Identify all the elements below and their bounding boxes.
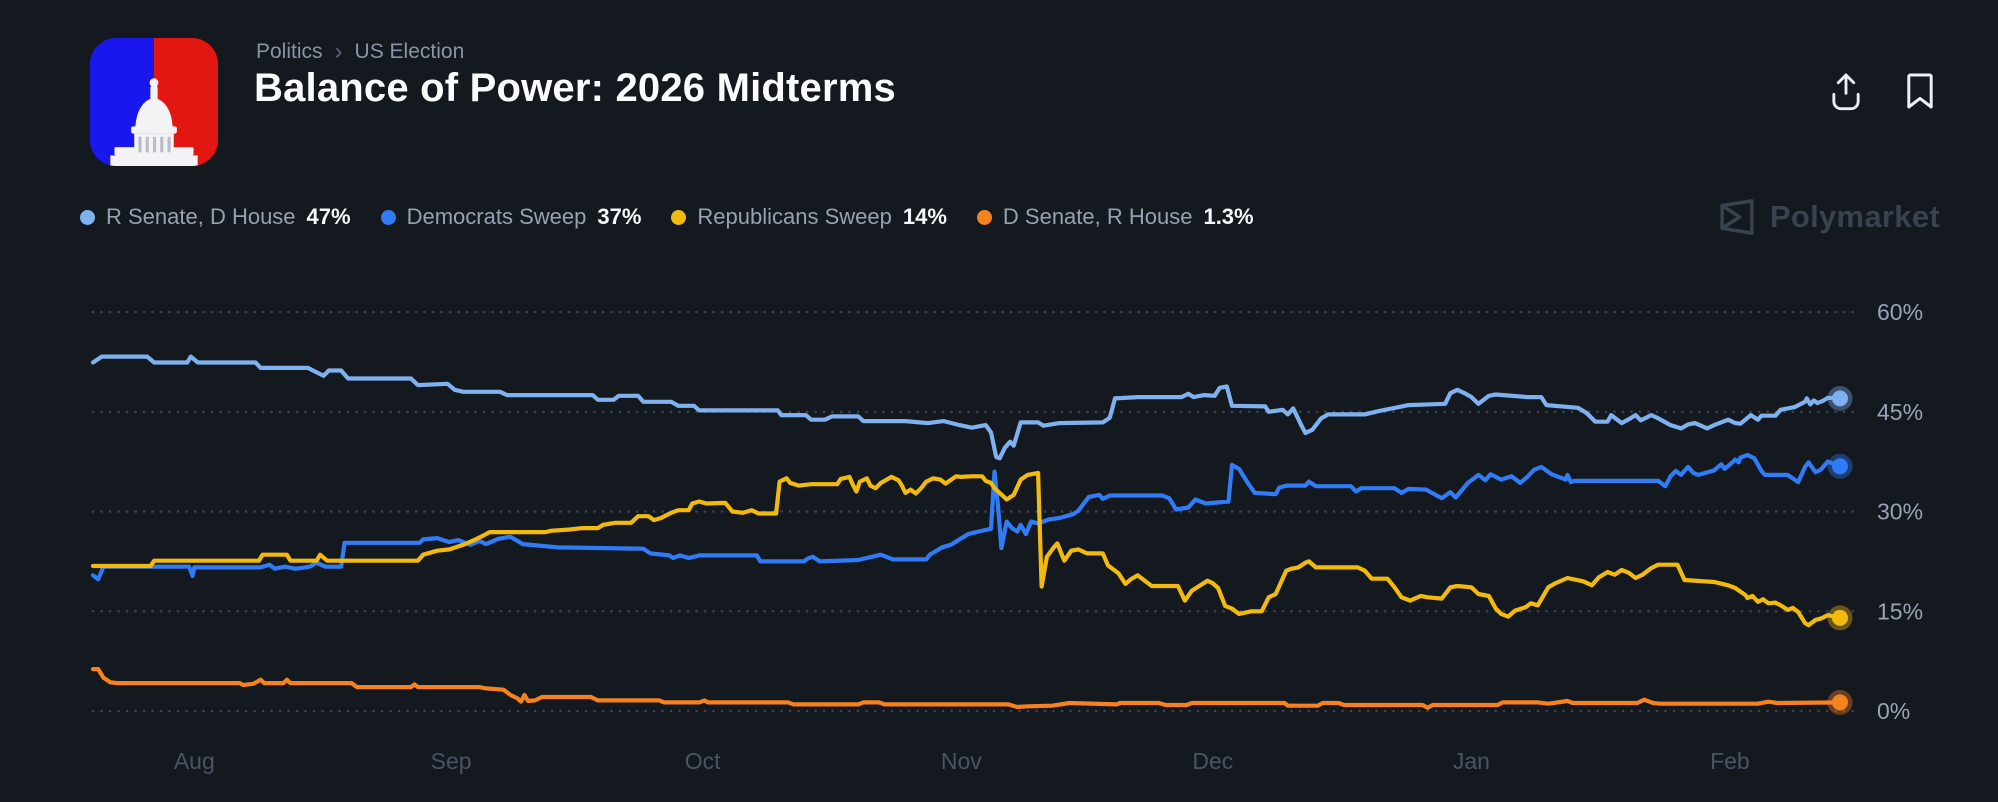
breadcrumb: Politics › US Election [256,40,464,64]
polymarket-watermark[interactable]: Polymarket [1716,196,1940,238]
x-tick-label-aug: Aug [174,748,215,774]
breadcrumb-link-politics[interactable]: Politics [256,40,323,63]
legend-item-republicans-sweep[interactable]: Republicans Sweep 14% [671,204,947,230]
share-upload-icon [1832,73,1860,111]
legend-value: 14% [902,204,947,229]
legend-label: R Senate, D House [106,204,296,229]
market-image [90,38,218,166]
series-endpoint-dot-d-senate-r-house [1832,694,1848,711]
bookmark-button[interactable] [1904,70,1936,112]
polymarket-logo-text: Polymarket [1769,199,1940,234]
legend-row: R Senate, D House 47% Democrats Sweep 37% Re… [80,196,1940,238]
y-tick-label-30: 30% [1877,499,1923,525]
x-tick-label-oct: Oct [685,748,721,774]
legend-dot-icon [671,209,687,225]
legend-label: Democrats Sweep [406,204,587,229]
y-tick-label-0: 0% [1877,698,1910,724]
legend-label: D Senate, R House [1002,204,1193,229]
y-tick-label-60: 60% [1877,299,1923,325]
polymarket-logo-icon [1720,199,1754,235]
legend-value: 37% [597,204,642,229]
series-endpoint-dot-republicans-sweep [1832,609,1848,626]
breadcrumb-separator-icon: › [334,38,343,65]
series-line-r-senate-d-house [90,354,1843,461]
breadcrumb-link-us-election[interactable]: US Election [354,40,465,63]
legend-item-democrats-sweep[interactable]: Democrats Sweep 37% [380,204,642,230]
legend-dot-icon [380,209,396,225]
y-tick-label-15: 15% [1877,598,1923,624]
legend-value: 47% [306,204,351,229]
x-tick-label-sep: Sep [431,748,472,774]
series-endpoint-dot-democrats-sweep [1832,458,1848,475]
y-tick-label-45: 45% [1877,399,1923,425]
share-button[interactable] [1826,70,1866,112]
legend-label: Republicans Sweep [697,204,892,229]
us-capitol-icon [110,78,198,166]
series-line-republicans-sweep [90,470,1843,628]
legend-dot-icon [80,209,95,225]
chart-legend: R Senate, D House 47% Democrats Sweep 37% Re… [80,204,1254,230]
x-tick-label-dec: Dec [1192,748,1233,774]
series-endpoint-dot-r-senate-d-house [1832,390,1848,407]
legend-item-d-senate-r-house[interactable]: D Senate, R House 1.3% [976,204,1254,230]
x-tick-label-nov: Nov [941,748,982,774]
legend-value: 1.3% [1203,204,1254,229]
legend-item-r-senate-d-house[interactable]: R Senate, D House 47% [80,204,351,230]
page-title: Balance of Power: 2026 Midterms [254,66,896,110]
bookmark-icon [1907,73,1933,109]
x-tick-label-feb: Feb [1710,748,1750,774]
header-actions [1826,70,1936,112]
series-line-d-senate-r-house [90,667,1843,710]
series-line-democrats-sweep [90,452,1843,582]
x-tick-label-jan: Jan [1453,748,1490,774]
legend-dot-icon [976,209,992,225]
